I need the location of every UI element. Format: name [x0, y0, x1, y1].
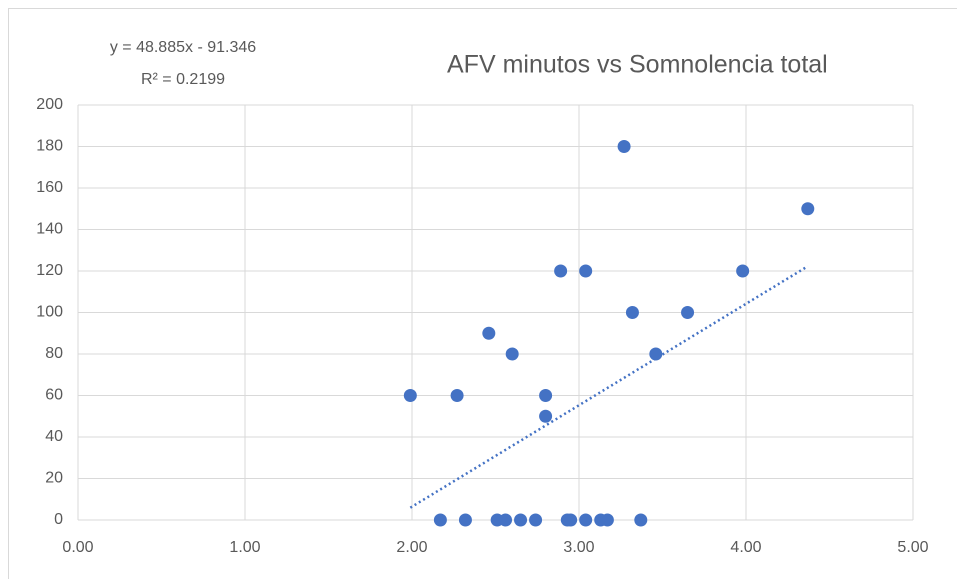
y-tick-label: 20 — [45, 470, 63, 487]
point — [529, 513, 543, 527]
chart-title: AFV minutos vs Somnolencia total — [447, 51, 828, 79]
point — [450, 389, 464, 402]
y-tick-label: 60 — [45, 387, 63, 404]
point — [482, 326, 496, 340]
point — [433, 513, 447, 527]
point — [579, 513, 593, 527]
point — [625, 306, 639, 319]
trendline-r2: R² = 0.2199 — [141, 71, 225, 88]
point — [458, 513, 472, 527]
x-tick-label: 3.00 — [563, 539, 594, 556]
point — [403, 389, 417, 402]
point — [649, 347, 663, 361]
y-tick-label: 40 — [45, 428, 63, 445]
x-tick-label: 0.00 — [62, 539, 93, 556]
point — [736, 264, 750, 278]
point — [681, 306, 695, 319]
point — [634, 513, 648, 527]
x-tick-label: 5.00 — [897, 539, 928, 556]
y-tick-label: 80 — [45, 345, 63, 362]
y-tick-label: 140 — [36, 221, 63, 238]
chart-border — [8, 8, 957, 579]
point — [801, 202, 815, 216]
point — [499, 513, 513, 527]
point — [579, 264, 593, 278]
point — [554, 264, 568, 278]
point — [564, 513, 578, 527]
y-tick-label: 160 — [36, 179, 63, 196]
point — [539, 389, 553, 402]
trendline-equation: y = 48.885x - 91.346 — [110, 39, 256, 56]
y-tick-label: 100 — [36, 304, 63, 321]
point — [514, 513, 528, 527]
point — [600, 513, 614, 527]
point — [539, 409, 553, 423]
y-tick-label: 200 — [36, 96, 63, 113]
x-tick-label: 2.00 — [396, 539, 427, 556]
point — [617, 140, 631, 153]
point — [505, 347, 519, 361]
x-tick-label: 4.00 — [730, 539, 761, 556]
y-tick-label: 180 — [36, 138, 63, 155]
y-tick-label: 0 — [54, 511, 63, 528]
x-tick-label: 1.00 — [229, 539, 260, 556]
y-tick-label: 120 — [36, 262, 63, 279]
